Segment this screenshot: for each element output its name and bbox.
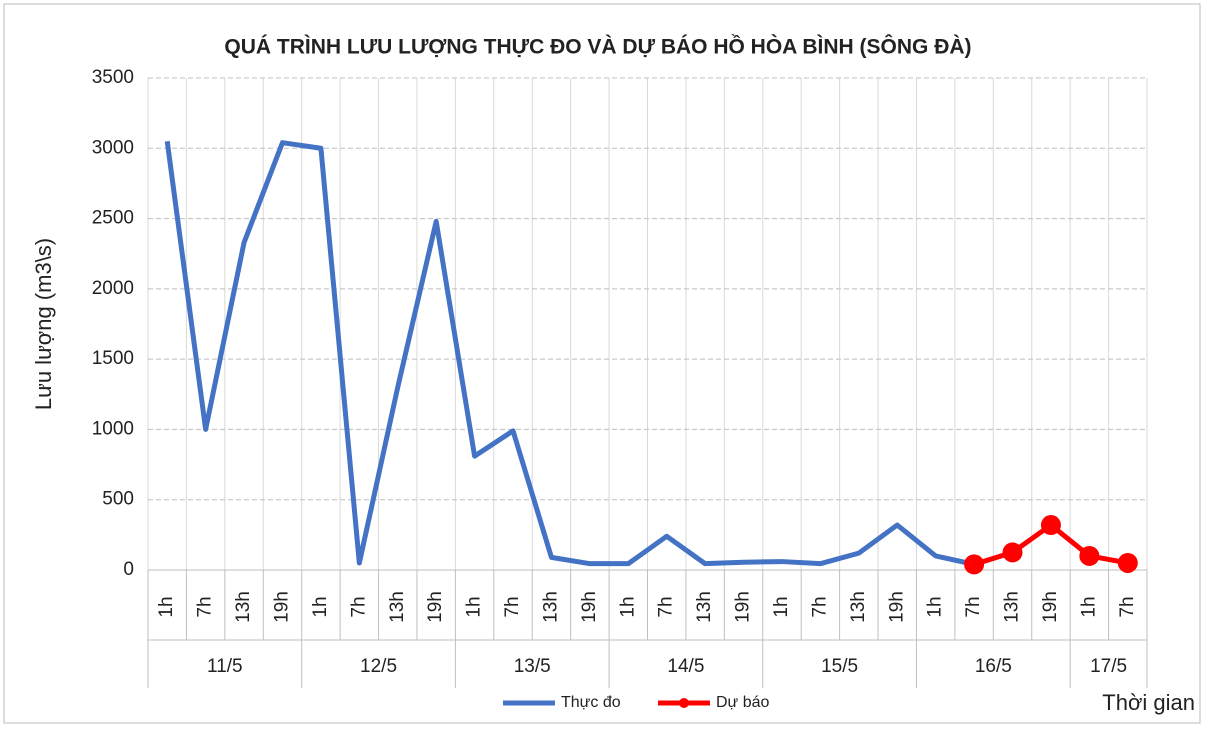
legend-marker [679,698,689,708]
point-marker [1117,552,1138,573]
x-tick-label: 7h [502,596,523,617]
x-axis-label: Thời gian [1102,690,1195,715]
x-tick-label: 1h [156,596,177,617]
x-tick-label: 1h [617,596,638,617]
y-tick-label: 2500 [92,208,134,229]
point-marker [1079,545,1100,566]
x-tick-label: 19h [271,591,292,623]
y-tick-label: 0 [123,559,134,580]
x-tick-label: 13h [540,591,561,623]
x-tick-label: 13h [694,591,715,623]
x-tick-label: 13h [233,591,254,623]
group-label: 13/5 [514,656,551,677]
group-label: 11/5 [207,656,243,677]
x-tick-label: 1h [925,596,946,617]
point-marker [1002,542,1023,563]
group-label: 16/5 [975,656,1012,677]
x-tick-label: 7h [809,596,830,617]
x-tick-label: 13h [1002,591,1023,623]
x-tick-label: 1h [310,596,331,617]
x-tick-label: 13h [848,591,869,623]
y-tick-label: 3000 [92,137,134,158]
legend-label: Thực đo [561,694,621,711]
x-tick-label: 19h [733,591,754,623]
point-marker [1040,515,1061,536]
legend-label: Dự báo [716,694,770,711]
y-tick-label: 1000 [92,418,134,439]
y-tick-label: 3500 [92,67,134,88]
x-tick-label: 7h [195,596,216,617]
point-marker [964,554,985,575]
x-tick-label: 19h [579,591,600,623]
x-tick-label: 19h [886,591,907,623]
group-label: 14/5 [667,656,704,677]
x-tick-label: 7h [1117,596,1138,617]
x-tick-label: 7h [963,596,984,617]
x-tick-label: 7h [348,596,369,617]
y-tick-label: 2000 [92,278,134,299]
x-tick-label: 19h [1040,591,1061,623]
y-axis-label: Lưu lượng (m3\s) [31,238,56,410]
x-tick-label: 19h [425,591,446,623]
chart-title: QUÁ TRÌNH LƯU LƯỢNG THỰC ĐO VÀ DỰ BÁO HỒ… [224,35,971,59]
group-label: 12/5 [360,656,397,677]
x-tick-label: 1h [771,596,792,617]
frame [3,3,1201,724]
x-tick-label: 7h [656,596,677,617]
y-tick-label: 1500 [92,348,134,369]
y-tick-label: 500 [102,489,134,510]
group-label: 17/5 [1090,656,1127,677]
x-tick-label: 1h [464,596,485,617]
x-tick-label: 13h [387,591,408,623]
group-label: 15/5 [821,656,858,677]
series-line [164,140,975,567]
x-tick-label: 1h [1078,596,1099,617]
